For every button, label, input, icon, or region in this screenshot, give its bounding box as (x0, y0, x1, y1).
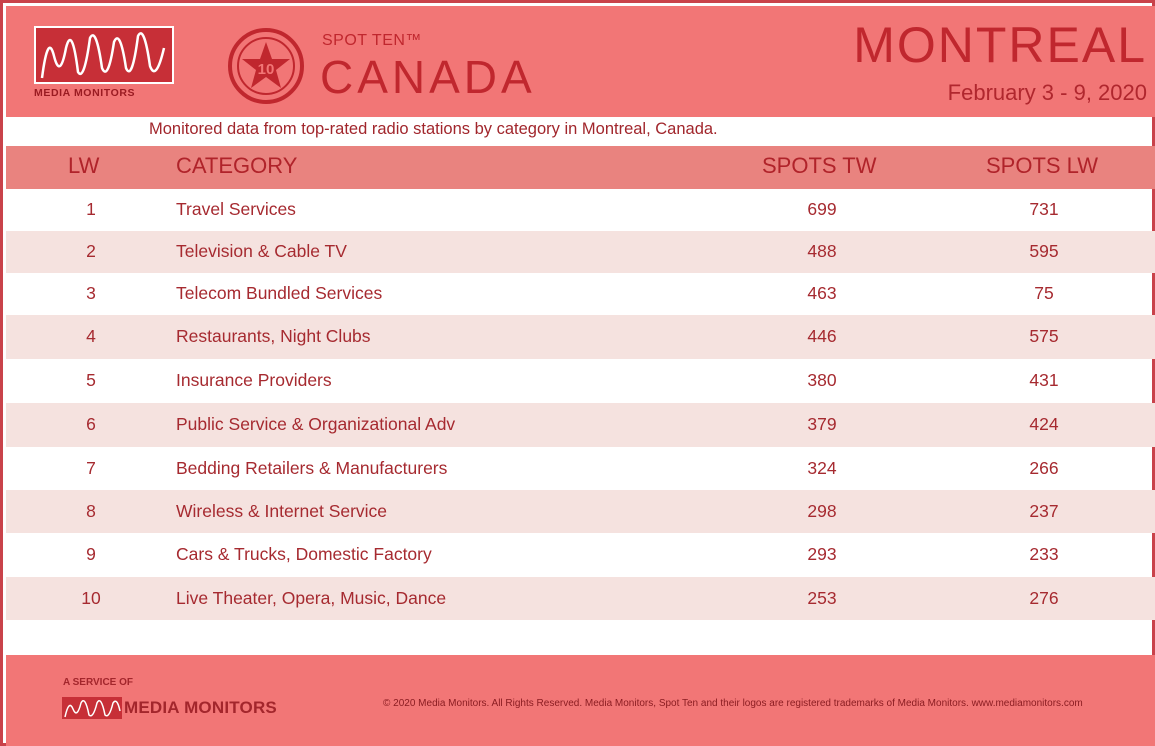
spots-tw-cell: 446 (807, 326, 837, 346)
table-row: 4 Restaurants, Night Clubs 446 575 (6, 315, 1155, 359)
spots-tw-cell: 253 (807, 588, 837, 608)
rank-cell: 5 (86, 370, 96, 390)
table-header: LW CATEGORY SPOTS TW SPOTS LW (6, 146, 1155, 189)
subtitle: Monitored data from top-rated radio stat… (149, 120, 718, 138)
rank-cell: 1 (86, 199, 96, 219)
table-row: 8 Wireless & Internet Service 298 237 (6, 490, 1155, 533)
table-row: 5 Insurance Providers 380 431 (6, 359, 1155, 403)
column-header-spots-lw: SPOTS LW (986, 153, 1099, 178)
table-row: 2 Television & Cable TV 488 595 (6, 231, 1155, 273)
waveform-icon (34, 26, 174, 84)
spots-lw-cell: 75 (1034, 283, 1054, 303)
footer-brand: MEDIA MONITORS (124, 698, 277, 717)
table-row: 7 Bedding Retailers & Manufacturers 324 266 (6, 447, 1155, 490)
footer-banner: A SERVICE OF MEDIA MONITORS © 2020 Media… (6, 655, 1155, 746)
column-header-spots-tw: SPOTS TW (762, 153, 877, 178)
country-title: CANADA (320, 51, 536, 103)
rank-cell: 2 (86, 241, 96, 261)
spots-lw-cell: 233 (1029, 544, 1059, 564)
spot-ten-star-icon: 10 (226, 26, 306, 106)
rank-cell: 3 (86, 283, 96, 303)
spots-lw-cell: 237 (1029, 501, 1059, 521)
spots-tw-cell: 293 (807, 544, 837, 564)
spots-tw-cell: 463 (807, 283, 837, 303)
table-row: 1 Travel Services 699 731 (6, 189, 1155, 231)
spots-lw-cell: 575 (1029, 326, 1059, 346)
spots-tw-cell: 380 (807, 370, 837, 390)
brand-name: MEDIA MONITORS (34, 87, 136, 99)
category-cell: Television & Cable TV (176, 241, 347, 261)
rank-cell: 10 (81, 588, 101, 608)
category-cell: Public Service & Organizational Adv (176, 414, 456, 434)
spots-lw-cell: 424 (1029, 414, 1059, 434)
rank-cell: 8 (86, 501, 96, 521)
category-cell: Bedding Retailers & Manufacturers (176, 458, 448, 478)
date-range: February 3 - 9, 2020 (947, 80, 1147, 105)
column-header-category: CATEGORY (176, 153, 298, 178)
footer-waveform-icon (62, 697, 122, 719)
media-monitors-logo: MEDIA MONITORS (34, 26, 176, 99)
spots-tw-cell: 324 (807, 458, 837, 478)
category-cell: Cars & Trucks, Domestic Factory (176, 544, 432, 564)
spots-tw-cell: 379 (807, 414, 837, 434)
spots-lw-cell: 731 (1029, 199, 1059, 219)
copyright-text: © 2020 Media Monitors. All Rights Reserv… (383, 698, 1083, 709)
spots-lw-cell: 431 (1029, 370, 1059, 390)
category-cell: Wireless & Internet Service (176, 501, 388, 521)
table-body: 1 Travel Services 699 731 2 Television & Cabl… (6, 189, 1155, 620)
table-row: 3 Telecom Bundled Services 463 75 (6, 273, 1155, 315)
table-row: 9 Cars & Trucks, Domestic Factory 293 233 (6, 533, 1155, 577)
spots-lw-cell: 276 (1029, 588, 1059, 608)
table-row: 10 Live Theater, Opera, Music, Dance 253 27… (6, 577, 1155, 620)
category-cell: Insurance Providers (176, 370, 332, 390)
column-header-lw: LW (68, 153, 100, 178)
spots-tw-cell: 699 (807, 199, 837, 219)
category-cell: Travel Services (176, 199, 296, 219)
category-cell: Live Theater, Opera, Music, Dance (176, 588, 447, 608)
service-of-label: A SERVICE OF (63, 677, 134, 688)
spots-tw-cell: 488 (807, 241, 837, 261)
rank-cell: 6 (86, 414, 96, 434)
spots-lw-cell: 595 (1029, 241, 1059, 261)
rank-cell: 7 (86, 458, 96, 478)
rank-cell: 4 (86, 326, 96, 346)
header-banner: MEDIA MONITORS 10 SPOT TEN™ CANADA MONTR… (6, 6, 1155, 117)
spot-ten-label: SPOT TEN™ (322, 32, 422, 49)
spots-lw-cell: 266 (1029, 458, 1059, 478)
city-title: MONTREAL (853, 17, 1147, 73)
category-cell: Telecom Bundled Services (176, 283, 383, 303)
category-cell: Restaurants, Night Clubs (176, 326, 371, 346)
spots-tw-cell: 298 (807, 501, 837, 521)
badge-number: 10 (258, 61, 275, 78)
rank-cell: 9 (86, 544, 96, 564)
table-row: 6 Public Service & Organizational Adv 379 4… (6, 403, 1155, 447)
